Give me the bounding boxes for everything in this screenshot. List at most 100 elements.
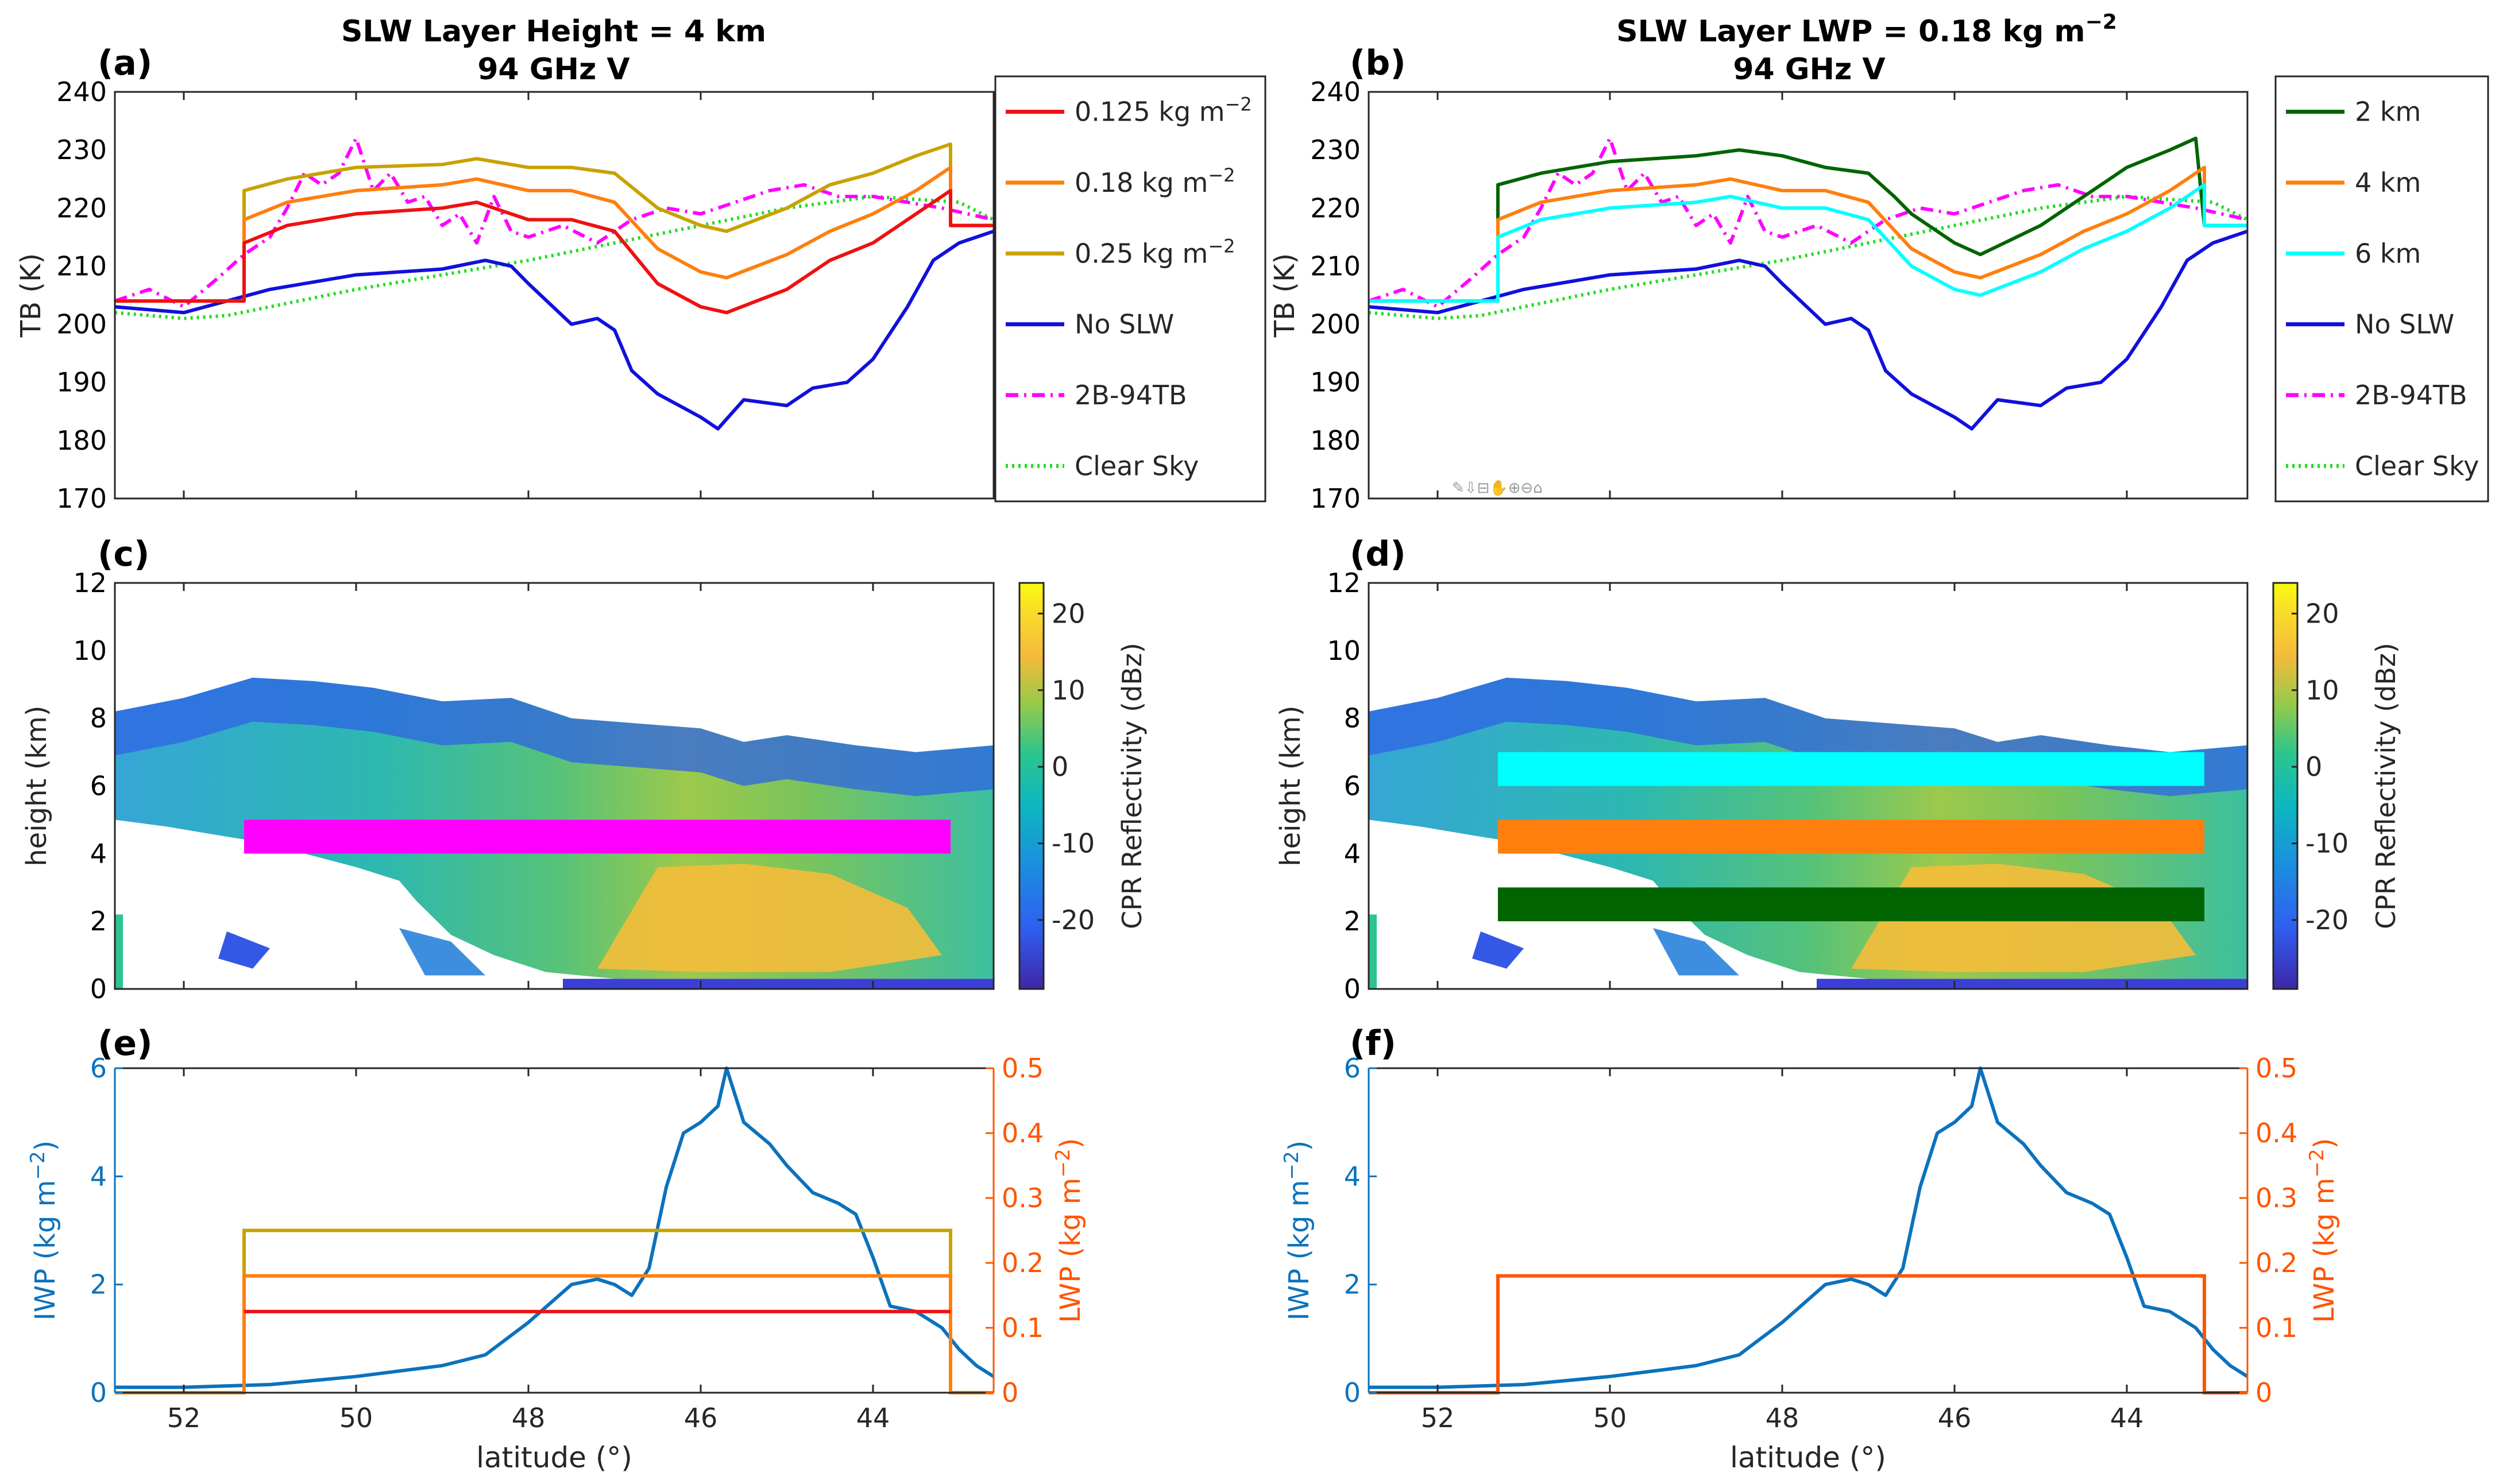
- radar-low-echo: [1653, 928, 1739, 976]
- height-ytick-label: 8: [90, 703, 107, 734]
- tb-ytick-label: 230: [56, 134, 107, 165]
- radar-low-echo: [399, 928, 485, 976]
- panel-a-title: SLW Layer Height = 4 km: [341, 14, 766, 49]
- iwp-ytick-label: 4: [90, 1161, 107, 1192]
- lwp-ytick-label: 0.3: [2255, 1182, 2297, 1214]
- series-group: [1369, 136, 2247, 431]
- series-line-2b-94tb: [115, 136, 994, 309]
- panel-label-f: (f): [1350, 1023, 1396, 1064]
- height-ytick-label: 10: [73, 635, 107, 666]
- colorbar-tick-label: -10: [2305, 828, 2349, 859]
- radar-low-echo: [1472, 931, 1524, 969]
- tb-ytick-label: 190: [56, 367, 107, 398]
- lat-xtick-label: 44: [856, 1402, 890, 1433]
- colorbar-tick-label: -20: [2305, 905, 2349, 936]
- lat-xtick-label: 50: [1593, 1402, 1627, 1433]
- tb-ytick-label: 240: [56, 76, 107, 107]
- iwp-ytick-label: 4: [1344, 1161, 1361, 1192]
- lwp-ytick-label: 0.4: [1002, 1118, 1044, 1149]
- lat-xtick-label: 48: [1766, 1402, 1799, 1433]
- plot-area: [1369, 92, 2247, 498]
- radar-echo-top-band: [115, 678, 994, 797]
- tb-ytick-label: 200: [1310, 309, 1361, 340]
- panel-label-d: (d): [1350, 534, 1406, 574]
- legend-label: Clear Sky: [1075, 450, 1199, 481]
- panel-label-b: (b): [1350, 43, 1406, 83]
- y-axis-label-lwp: LWP (kg m−2): [1052, 1138, 1087, 1323]
- iwp-line: [115, 1066, 995, 1389]
- height-ytick-label: 10: [1327, 635, 1361, 666]
- series-line-2b-94tb: [1369, 136, 2247, 309]
- radar-group: [115, 678, 994, 989]
- radar-low-echo: [115, 914, 123, 989]
- y-axis-label: height (km): [21, 705, 53, 866]
- tb-ytick-label: 200: [56, 309, 107, 340]
- lwp-ytick-label: 0.2: [1002, 1247, 1044, 1278]
- height-ytick-label: 0: [1344, 973, 1361, 1004]
- height-ytick-label: 4: [90, 838, 107, 869]
- iwp-ytick-label: 6: [1344, 1053, 1361, 1084]
- colorbar-tick-label: -20: [1052, 905, 1095, 936]
- axes-toolbar-icons[interactable]: ✎⇩⊟✋⊕⊖⌂: [1452, 479, 1543, 497]
- panel-a-subtitle: 94 GHz V: [477, 52, 629, 87]
- y-axis-label-iwp: IWP (kg m−2): [26, 1141, 61, 1321]
- lat-xtick-label: 52: [1421, 1402, 1455, 1433]
- panel-label-c: (c): [98, 534, 149, 574]
- x-axis-label: latitude (°): [476, 1441, 632, 1474]
- colorbar-tick-label: 10: [1052, 675, 1086, 706]
- iwp-ytick-label: 0: [1344, 1377, 1361, 1408]
- radar-low-echo: [218, 931, 270, 969]
- lwp-ytick-label: 0: [2255, 1377, 2272, 1408]
- axes-frame: [1368, 91, 2249, 500]
- legend-label: No SLW: [1075, 309, 1174, 340]
- legend-label: Clear Sky: [2355, 450, 2479, 481]
- panel-b-tb-chart: 170 180 190 200 210 220 230 240 TB (K): [1269, 76, 2249, 514]
- panel-c-reflectivity: 0 2 4 6 8 10 12 height (km) -20 -10 0 10 20 CPR Refle…: [21, 567, 1148, 1004]
- lat-xtick-label: 52: [167, 1402, 201, 1433]
- lat-xtick-label: 46: [1938, 1402, 1972, 1433]
- x-axis-label: latitude (°): [1730, 1441, 1886, 1474]
- y-axis-label: height (km): [1274, 705, 1307, 866]
- slw-layer-bar: [244, 820, 951, 854]
- axes-frame: [114, 91, 995, 500]
- lwp-ytick-label: 0.3: [1002, 1182, 1044, 1214]
- height-ytick-label: 2: [1344, 906, 1361, 937]
- lwp-ytick-label: 0.1: [2255, 1312, 2297, 1343]
- series-line-no-slw: [115, 229, 994, 431]
- lwp-ytick-label: 0.5: [2255, 1053, 2297, 1084]
- tb-ytick-label: 170: [1310, 483, 1361, 514]
- colorbar-tick-label: 0: [1052, 751, 1068, 782]
- legend-a: 0.125 kg m−2 0.18 kg m−2 0.25 kg m−2 No SLW…: [994, 75, 1266, 503]
- height-ytick-label: 4: [1344, 838, 1361, 869]
- series-line-2-km: [1369, 136, 2247, 303]
- legend-b: 2 km 4 km 6 km No SLW 2B-94TB Clear Sky: [2274, 75, 2489, 503]
- lwp-ytick-label: 0: [1002, 1377, 1018, 1408]
- legend-box: [2274, 75, 2489, 503]
- tb-ytick-label: 210: [1310, 250, 1361, 281]
- legend-label: 2 km: [2355, 96, 2421, 127]
- axes-frame: [114, 582, 995, 990]
- radar-surface-strip: [563, 979, 994, 989]
- legend-label: 2B-94TB: [1075, 380, 1187, 411]
- plot-area: [115, 92, 994, 498]
- radar-group: [1369, 678, 2247, 989]
- tb-ytick-label: 180: [1310, 425, 1361, 456]
- series-line-0-18-kg-m-2: [115, 165, 994, 303]
- tb-ytick-label: 210: [56, 250, 107, 281]
- iwp-ytick-label: 0: [90, 1377, 107, 1408]
- lwp-ytick-label: 0.2: [2255, 1247, 2297, 1278]
- colorbar-tick-label: 20: [1052, 598, 1086, 629]
- colorbar-tick-label: 10: [2305, 675, 2339, 706]
- y-axis-label-iwp: IWP (kg m−2): [1280, 1141, 1315, 1321]
- tb-ytick-label: 220: [56, 192, 107, 223]
- series-line-0-125-kg-m-2: [115, 188, 994, 315]
- series-line-clear-sky: [1369, 195, 2247, 320]
- tb-ytick-label: 170: [56, 483, 107, 514]
- radar-bright-core: [597, 864, 942, 972]
- legend-label: No SLW: [2355, 309, 2454, 340]
- legend-label: 0.125 kg m−2: [1075, 94, 1252, 127]
- colorbar-label: CPR Reflectivity (dBz): [1117, 643, 1148, 929]
- y-axis-label-lwp: LWP (kg m−2): [2305, 1138, 2340, 1323]
- radar-low-echo: [1369, 914, 1377, 989]
